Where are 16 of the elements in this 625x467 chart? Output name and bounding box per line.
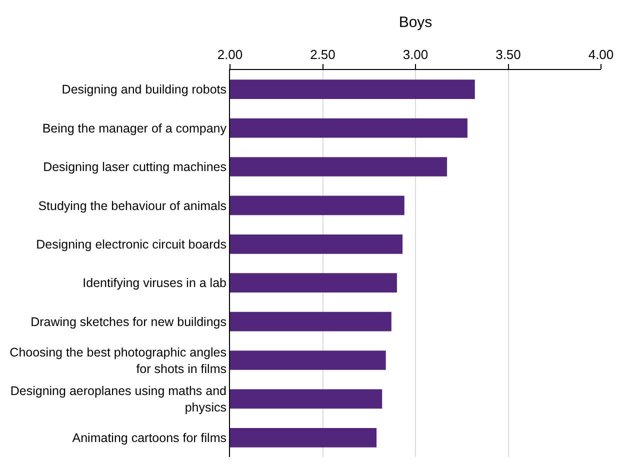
y-tick-label: Identifying viruses in a lab [82,276,227,290]
y-tick-label: Choosing the best photographic angles for shots in films [10,346,226,376]
x-tick-label: 3.00 [402,46,428,62]
x-tick-label: 2.50 [310,46,336,62]
y-tick-label: Designing and building robots [62,82,226,97]
x-tick-label: 3.50 [496,46,521,62]
y-tick-label: Designing aeroplanes using maths and physics [10,384,227,414]
y-tick-label: Designing laser cutting machines [43,160,226,174]
y-tick-label: Animating cartoons for films [72,431,226,446]
y-tick-label: Studying the behaviour of animals [38,198,226,213]
y-tick-label: Being the manager of a company [42,121,228,136]
x-tick-label: 2.00 [217,46,243,62]
x-axis-title: Boys [398,14,432,32]
x-tick-label: 4.00 [588,46,614,62]
y-tick-label: Designing electronic circuit boards [36,238,226,252]
y-tick-label: Drawing sketches for new buildings [30,314,226,329]
